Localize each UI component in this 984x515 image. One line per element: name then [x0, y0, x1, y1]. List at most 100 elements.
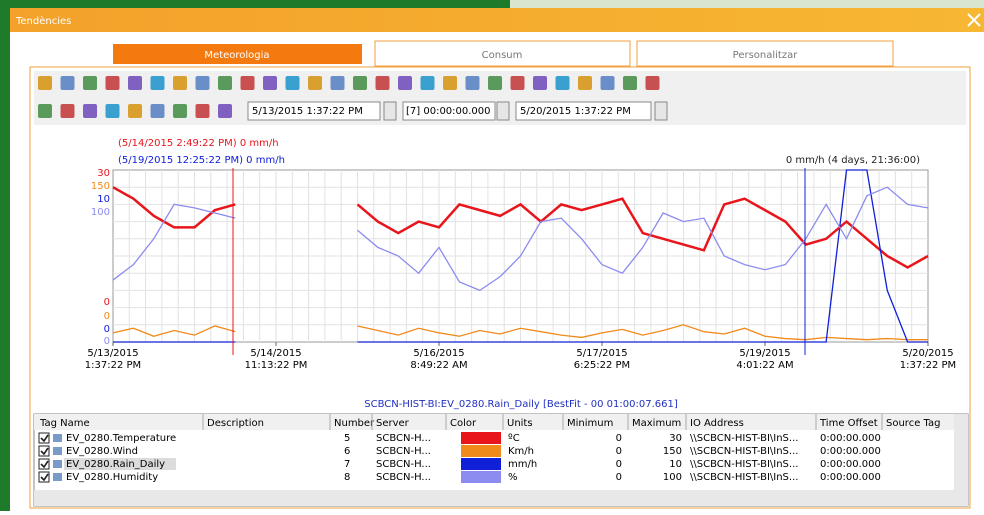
column-header: Units — [507, 418, 533, 429]
cursor-label: (5/19/2015 12:25:22 PM) 0 mm/h — [118, 155, 285, 166]
icon[interactable] — [240, 76, 255, 90]
io-address: \\SCBCN-HIST-BI\InS... — [690, 446, 798, 457]
icon[interactable] — [83, 76, 97, 90]
y-axis-min: 0 — [104, 311, 110, 322]
duration[interactable]: [7] 00:00:00.000 — [406, 106, 491, 117]
close-button[interactable] — [967, 13, 981, 27]
duration-box[interactable] — [402, 101, 496, 121]
io-address: \\SCBCN-HIST-BI\InS... — [690, 459, 798, 470]
minimum: 0 — [616, 472, 622, 483]
icon[interactable] — [330, 76, 345, 90]
chart-caption: SCBCN-HIST-BI:EV_0280.Rain_Daily [BestFi… — [364, 399, 678, 410]
checkbox[interactable] — [38, 432, 50, 444]
io-address: \\SCBCN-HIST-BI\InS... — [690, 472, 798, 483]
icon[interactable] — [150, 76, 165, 90]
icon[interactable] — [555, 76, 570, 90]
tab-label[interactable]: Meteorologia — [204, 50, 269, 61]
icon[interactable] — [623, 76, 637, 90]
icon[interactable] — [375, 76, 390, 90]
checkbox[interactable] — [38, 445, 50, 457]
icon[interactable] — [83, 104, 97, 118]
maximum: 10 — [669, 459, 682, 470]
icon[interactable] — [60, 104, 75, 118]
tag-icon — [53, 473, 62, 481]
icon[interactable] — [353, 76, 367, 90]
x-tick-label: 5/17/2015 — [576, 348, 627, 359]
check — [40, 434, 49, 443]
x-tick-label: 5/14/2015 — [250, 348, 301, 359]
icon[interactable] — [150, 104, 165, 118]
icon[interactable] — [578, 76, 592, 90]
color-swatch — [461, 432, 501, 444]
io-address: \\SCBCN-HIST-BI\InS... — [690, 433, 798, 444]
x-tick-label: 4:01:22 AM — [736, 360, 793, 371]
icon[interactable] — [128, 76, 142, 90]
icon[interactable] — [195, 76, 210, 90]
icon[interactable] — [128, 104, 142, 118]
icon[interactable] — [60, 76, 75, 90]
icon[interactable] — [533, 76, 547, 90]
icon[interactable] — [488, 76, 502, 90]
icon[interactable] — [263, 76, 277, 90]
end-time-box[interactable] — [515, 101, 652, 121]
toolbar-icons — [38, 76, 660, 118]
check — [40, 460, 49, 469]
dropdown[interactable] — [654, 101, 668, 121]
number: 6 — [344, 446, 350, 457]
start-time-box[interactable] — [247, 101, 381, 121]
icon[interactable] — [510, 76, 525, 90]
tag-name[interactable]: EV_0280.Rain_Daily — [66, 459, 165, 470]
icon[interactable] — [173, 76, 187, 90]
icon[interactable] — [308, 76, 322, 90]
units: Km/h — [508, 446, 534, 457]
icon[interactable] — [285, 76, 300, 90]
trace-line — [112, 186, 929, 269]
icon[interactable] — [105, 76, 120, 90]
tab[interactable] — [636, 40, 894, 67]
tag-icon — [53, 447, 62, 455]
grid — [113, 170, 928, 342]
v-scrollbar[interactable] — [954, 414, 968, 490]
maximum: 150 — [663, 446, 682, 457]
checkbox[interactable] — [38, 458, 50, 470]
start-time[interactable]: 5/13/2015 1:37:22 PM — [252, 106, 363, 117]
icon[interactable] — [465, 76, 480, 90]
icon[interactable] — [600, 76, 615, 90]
checkbox[interactable] — [38, 471, 50, 483]
tag-name[interactable]: EV_0280.Wind — [66, 446, 138, 457]
icon[interactable] — [443, 76, 457, 90]
column-header: Number — [334, 418, 375, 429]
x-tick-label: 5/13/2015 — [87, 348, 138, 359]
tab-active[interactable] — [113, 44, 362, 64]
icon[interactable] — [218, 104, 232, 118]
h-scrollbar[interactable] — [34, 490, 968, 506]
column-header: Tag Name — [39, 418, 90, 429]
icon[interactable] — [105, 104, 120, 118]
column-header: Maximum — [632, 418, 681, 429]
trace-line — [112, 186, 929, 292]
y-axis-max: 150 — [91, 181, 110, 192]
icon[interactable] — [195, 104, 210, 118]
time-offset: 0:00:00.000 — [820, 459, 881, 470]
table-header — [34, 414, 954, 430]
icon[interactable] — [173, 104, 187, 118]
dropdown[interactable] — [383, 101, 397, 121]
icon[interactable] — [38, 76, 52, 90]
tab-label[interactable]: Personalitzar — [733, 50, 799, 61]
tab-label[interactable]: Consum — [482, 50, 523, 61]
column-header: IO Address — [690, 418, 744, 429]
tag-name[interactable]: EV_0280.Humidity — [66, 472, 158, 483]
icon[interactable] — [38, 104, 52, 118]
maximum: 30 — [669, 433, 682, 444]
end-time[interactable]: 5/20/2015 1:37:22 PM — [520, 106, 631, 117]
tag-name[interactable]: EV_0280.Temperature — [66, 433, 176, 444]
icon[interactable] — [420, 76, 435, 90]
x-tick-label: 1:37:22 PM — [85, 360, 141, 371]
tab[interactable] — [374, 40, 631, 67]
icon[interactable] — [218, 76, 232, 90]
icon[interactable] — [645, 76, 660, 90]
icon[interactable] — [398, 76, 412, 90]
dropdown[interactable] — [496, 101, 510, 121]
